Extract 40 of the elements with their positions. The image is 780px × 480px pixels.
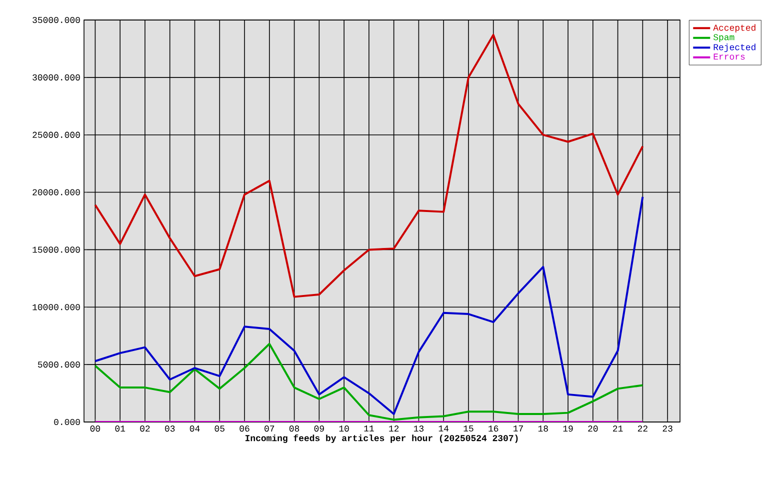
line-series <box>94 196 644 415</box>
x-tick-label: 06 <box>240 426 250 432</box>
x-tick-label: 10 <box>339 426 349 432</box>
x-tick-label: 17 <box>514 426 523 432</box>
x-tick-label: 20 <box>588 426 598 432</box>
x-tick-label: 22 <box>638 426 648 432</box>
x-tick-label: 07 <box>264 426 274 432</box>
x-tick-label: 14 <box>438 426 449 432</box>
y-tick-label: 15000.000 <box>32 246 80 253</box>
x-tick-label: 16 <box>488 426 498 432</box>
legend-label: Accepted <box>713 24 756 33</box>
x-tick-label: 12 <box>389 426 399 432</box>
legend-label: Rejected <box>714 44 756 52</box>
x-tick-label: 18 <box>538 426 548 432</box>
legend-label: Errors <box>714 54 745 60</box>
x-tick-label: 00 <box>90 426 100 432</box>
y-tick-label: 5000.000 <box>38 362 80 368</box>
y-tick-label: 35000.000 <box>32 16 80 24</box>
x-tick-label: 21 <box>613 426 623 432</box>
x-tick-label: 08 <box>289 426 300 432</box>
line-series <box>94 342 644 421</box>
x-tick-label: 15 <box>464 426 474 432</box>
x-tick-label: 19 <box>563 426 573 432</box>
legend-label: Spam <box>713 34 734 42</box>
x-tick-label: 13 <box>414 426 424 432</box>
x-tick-label: 02 <box>140 426 150 432</box>
x-axis-title: Incoming feeds by articles per hour (20250524 2307) <box>245 434 518 443</box>
x-tick-label: 01 <box>115 426 126 432</box>
x-tick-label: 03 <box>165 426 175 432</box>
x-tick-label: 04 <box>190 426 200 432</box>
x-tick-label: 11 <box>364 426 374 432</box>
y-tick-label: 30000.000 <box>32 74 80 80</box>
y-tick-label: 10000.000 <box>32 304 80 310</box>
y-tick-label: 25000.000 <box>32 132 80 138</box>
x-tick-label: 05 <box>214 426 224 432</box>
line-series <box>94 34 644 298</box>
y-tick-label: 20000.000 <box>32 189 80 196</box>
x-tick-label: 23 <box>662 426 672 432</box>
x-tick-label: 09 <box>314 426 324 432</box>
y-tick-label: 0.000 <box>54 418 80 426</box>
